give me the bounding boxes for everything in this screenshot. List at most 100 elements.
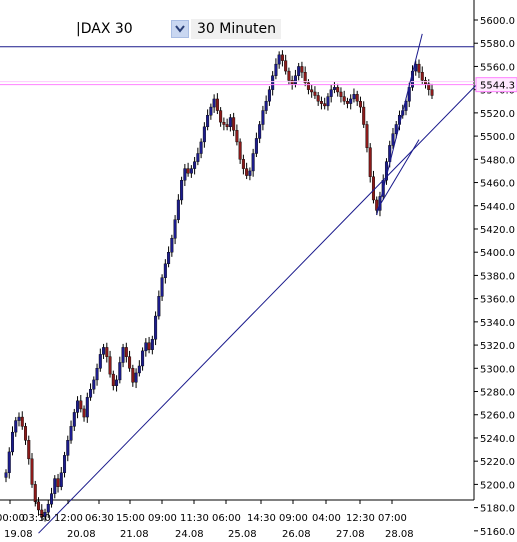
candle: [297, 62, 301, 81]
candle-body: [14, 420, 18, 433]
candle-body: [137, 365, 141, 374]
candle-body: [313, 91, 317, 96]
candle-body: [154, 315, 158, 340]
candle-body: [293, 75, 297, 85]
candle-body: [280, 54, 284, 61]
candle: [154, 311, 158, 346]
candle: [189, 165, 193, 178]
candle-body: [342, 96, 346, 102]
trendline: [38, 80, 481, 534]
candle: [404, 97, 408, 116]
candle-body: [284, 60, 288, 72]
candle: [358, 96, 362, 113]
candle: [313, 86, 317, 99]
candle: [14, 417, 18, 437]
candle-body: [46, 503, 50, 513]
candle-body: [332, 87, 336, 90]
candle: [277, 51, 281, 69]
y-tick-label: 5460.0: [480, 179, 515, 190]
y-tick-label: 5360.0: [480, 295, 515, 306]
candle-body: [33, 484, 37, 503]
y-tick-label: 5300.0: [480, 364, 515, 375]
x-time-label: 15:00: [116, 513, 145, 524]
candle-body: [167, 251, 171, 265]
candle: [43, 508, 47, 522]
candle: [206, 109, 210, 131]
candle: [371, 170, 375, 204]
candle: [332, 81, 336, 94]
interval-select[interactable]: 30 Minuten: [191, 19, 281, 39]
candle: [102, 343, 106, 360]
y-tick-label: 5600.0: [480, 16, 515, 27]
candle-body: [160, 277, 164, 297]
candle: [46, 499, 50, 519]
price-label: 5544.3: [480, 81, 515, 92]
candle-body: [43, 512, 47, 518]
candle-body: [98, 354, 102, 369]
candle: [420, 66, 424, 84]
candle-body: [102, 347, 106, 355]
candles: [4, 50, 434, 522]
candle-body: [11, 431, 15, 453]
candle-body: [427, 83, 431, 90]
candle-body: [170, 238, 174, 253]
candle-body: [430, 89, 434, 96]
candle: [30, 453, 34, 488]
candle-body: [40, 509, 44, 518]
interval-dropdown-button[interactable]: [171, 20, 189, 38]
candle: [245, 162, 249, 180]
candle: [417, 59, 421, 79]
candle-body: [59, 472, 63, 487]
candle-body: [56, 478, 60, 487]
x-time-label: 07:00: [378, 513, 407, 524]
candle-body: [391, 133, 395, 146]
candle: [274, 58, 278, 80]
candle-body: [261, 110, 265, 125]
candle: [391, 127, 395, 149]
candle-body: [63, 455, 67, 473]
candle-body: [251, 153, 255, 172]
x-time-label: 03:30: [22, 513, 51, 524]
x-date-label: 19.08: [4, 529, 33, 540]
candle: [160, 274, 164, 301]
x-time-label: 09:00: [148, 513, 177, 524]
candle: [76, 396, 80, 419]
candle-body: [95, 368, 99, 381]
candle: [11, 426, 15, 456]
candle-body: [300, 66, 304, 73]
y-tick-label: 5200.0: [480, 480, 515, 491]
candle: [303, 66, 307, 87]
chart-frame: [0, 0, 475, 501]
candle-body: [4, 472, 8, 478]
candle: [7, 447, 11, 479]
candle-body: [319, 101, 323, 104]
candle-body: [222, 121, 226, 125]
candle-body: [420, 72, 424, 81]
candle: [115, 375, 119, 392]
candle: [261, 105, 265, 131]
candle-body: [241, 159, 245, 169]
candle: [193, 156, 197, 175]
candle: [280, 50, 284, 67]
candle: [365, 121, 369, 153]
symbol-input[interactable]: |DAX 30: [74, 19, 170, 39]
candle: [173, 215, 177, 245]
candle-body: [228, 117, 232, 128]
candle-body: [362, 106, 366, 125]
candle-body: [345, 101, 349, 104]
candle: [323, 97, 327, 110]
candle-body: [352, 94, 356, 100]
x-time-label: 14:30: [247, 513, 276, 524]
candle: [85, 392, 89, 423]
candle-body: [303, 72, 307, 83]
candle: [300, 61, 304, 79]
candle: [232, 112, 236, 137]
candle: [105, 342, 109, 363]
candle: [219, 107, 223, 127]
candle: [271, 71, 275, 96]
candle-body: [20, 416, 24, 427]
y-tick-label: 5380.0: [480, 271, 515, 282]
candle: [316, 91, 320, 106]
chart-toolbar: |DAX 30 30 Minuten: [74, 18, 281, 40]
candle: [183, 163, 187, 187]
